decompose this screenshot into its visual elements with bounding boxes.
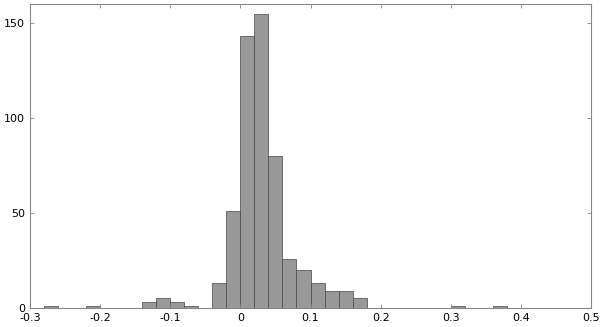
Bar: [44, 306, 58, 308]
Bar: [268, 156, 283, 308]
Bar: [213, 283, 226, 308]
Bar: [184, 306, 198, 308]
Bar: [142, 302, 156, 308]
Bar: [254, 14, 268, 308]
Bar: [297, 270, 310, 308]
Bar: [451, 306, 465, 308]
Bar: [310, 283, 324, 308]
Bar: [226, 211, 240, 308]
Bar: [240, 36, 254, 308]
Bar: [339, 291, 353, 308]
Bar: [324, 291, 339, 308]
Bar: [493, 306, 507, 308]
Bar: [283, 259, 297, 308]
Bar: [156, 299, 170, 308]
Bar: [170, 302, 184, 308]
Bar: [353, 299, 367, 308]
Bar: [86, 306, 100, 308]
